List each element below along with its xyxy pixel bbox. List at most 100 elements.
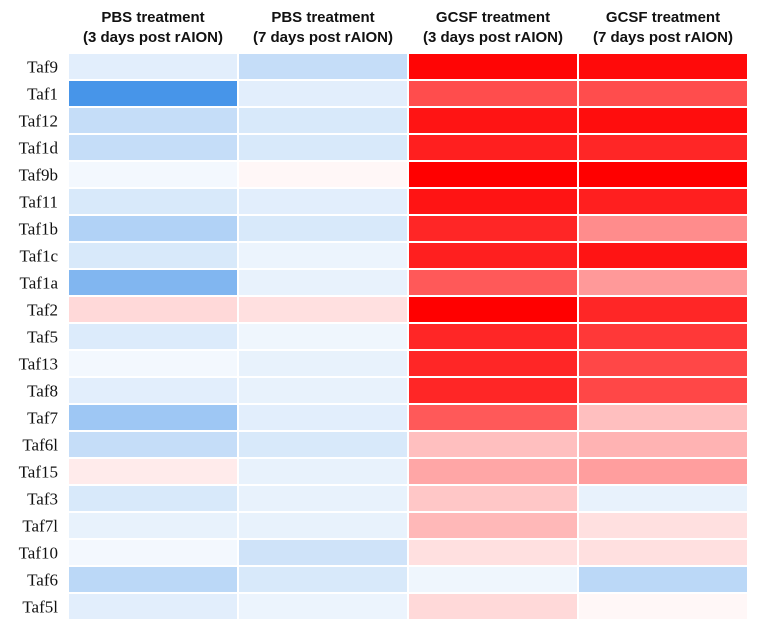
row-label: Taf15 <box>19 463 58 482</box>
heatmap-cell <box>579 54 747 79</box>
heatmap-cell <box>579 486 747 511</box>
column-label: PBS treatment <box>271 9 374 26</box>
heatmap-cell <box>409 324 577 349</box>
row-label: Taf1a <box>20 274 59 293</box>
heatmap-cell <box>239 594 407 619</box>
heatmap-cell <box>579 189 747 214</box>
row-label: Taf5l <box>22 598 58 617</box>
heatmap-cell <box>69 297 237 322</box>
row-label: Taf6l <box>22 436 58 455</box>
heatmap-cell <box>69 351 237 376</box>
heatmap-cell <box>579 459 747 484</box>
heatmap-cell <box>239 405 407 430</box>
heatmap-cell <box>579 297 747 322</box>
row-label: Taf10 <box>19 544 58 563</box>
heatmap-cell <box>409 162 577 187</box>
row-label: Taf9 <box>27 58 58 77</box>
heatmap-cell <box>409 135 577 160</box>
heatmap-cell <box>69 432 237 457</box>
row-label: Taf1d <box>19 139 59 158</box>
heatmap-cell <box>239 459 407 484</box>
row-label: Taf7l <box>22 517 58 536</box>
heatmap-cell <box>239 378 407 403</box>
heatmap-cell <box>69 513 237 538</box>
heatmap-cell <box>239 270 407 295</box>
heatmap-cell <box>69 405 237 430</box>
row-label: Taf7 <box>27 409 58 428</box>
heatmap-cell <box>409 216 577 241</box>
heatmap-cell <box>409 351 577 376</box>
column-label: (3 days post rAION) <box>423 29 563 46</box>
heatmap-cell <box>69 54 237 79</box>
heatmap-cell <box>579 81 747 106</box>
heatmap-cell <box>69 162 237 187</box>
heatmap-cell <box>239 135 407 160</box>
row-label: Taf1c <box>20 247 59 266</box>
heatmap-cell <box>69 270 237 295</box>
heatmap-cell <box>409 540 577 565</box>
heatmap-cell <box>409 108 577 133</box>
heatmap-cell <box>579 162 747 187</box>
heatmap-cell <box>239 432 407 457</box>
heatmap-cell <box>69 81 237 106</box>
row-label: Taf2 <box>27 301 58 320</box>
heatmap-cell <box>579 594 747 619</box>
heatmap-cell <box>579 324 747 349</box>
heatmap-cell <box>69 189 237 214</box>
heatmap-cell <box>239 513 407 538</box>
heatmap-cell <box>239 162 407 187</box>
heatmap-cell <box>409 594 577 619</box>
heatmap-cell <box>579 432 747 457</box>
column-label: (3 days post rAION) <box>83 29 223 46</box>
heatmap-cell <box>69 486 237 511</box>
heatmap-cell <box>69 108 237 133</box>
heatmap-cell <box>239 243 407 268</box>
column-label: PBS treatment <box>101 9 204 26</box>
heatmap-cell <box>579 567 747 592</box>
heatmap-cell <box>409 459 577 484</box>
heatmap-cell <box>69 216 237 241</box>
heatmap-cell <box>69 594 237 619</box>
column-label: (7 days post rAION) <box>593 29 733 46</box>
row-label: Taf8 <box>27 382 58 401</box>
row-label: Taf9b <box>19 166 58 185</box>
heatmap-cell <box>239 486 407 511</box>
row-label: Taf5 <box>27 328 58 347</box>
heatmap-cell <box>239 297 407 322</box>
heatmap-cell <box>409 243 577 268</box>
heatmap-cell <box>409 54 577 79</box>
column-label: GCSF treatment <box>436 9 550 26</box>
heatmap-cell <box>239 324 407 349</box>
heatmap-cell <box>579 513 747 538</box>
row-label: Taf12 <box>19 112 58 131</box>
heatmap-cell <box>409 297 577 322</box>
row-label: Taf3 <box>27 490 58 509</box>
heatmap-cell <box>579 243 747 268</box>
row-label: Taf1b <box>19 220 58 239</box>
heatmap-cell <box>69 324 237 349</box>
heatmap-cell <box>239 567 407 592</box>
row-label: Taf6 <box>27 571 58 590</box>
heatmap-cell <box>579 405 747 430</box>
heatmap-cell <box>69 540 237 565</box>
heatmap-cell <box>409 405 577 430</box>
heatmap-cell <box>69 135 237 160</box>
heatmap-cell <box>579 540 747 565</box>
heatmap-cell <box>239 108 407 133</box>
heatmap-cell <box>409 486 577 511</box>
heatmap-cell <box>239 189 407 214</box>
row-label: Taf1 <box>27 85 58 104</box>
heatmap-cell <box>409 189 577 214</box>
heatmap-cell <box>579 108 747 133</box>
heatmap-cell <box>579 378 747 403</box>
heatmap-cell <box>579 216 747 241</box>
heatmap-cell <box>239 540 407 565</box>
heatmap-cell <box>69 378 237 403</box>
heatmap-cell <box>409 270 577 295</box>
heatmap-cell <box>409 567 577 592</box>
heatmap-cell <box>239 216 407 241</box>
heatmap-cell <box>69 243 237 268</box>
heatmap-cell <box>409 513 577 538</box>
heatmap-cell <box>239 54 407 79</box>
